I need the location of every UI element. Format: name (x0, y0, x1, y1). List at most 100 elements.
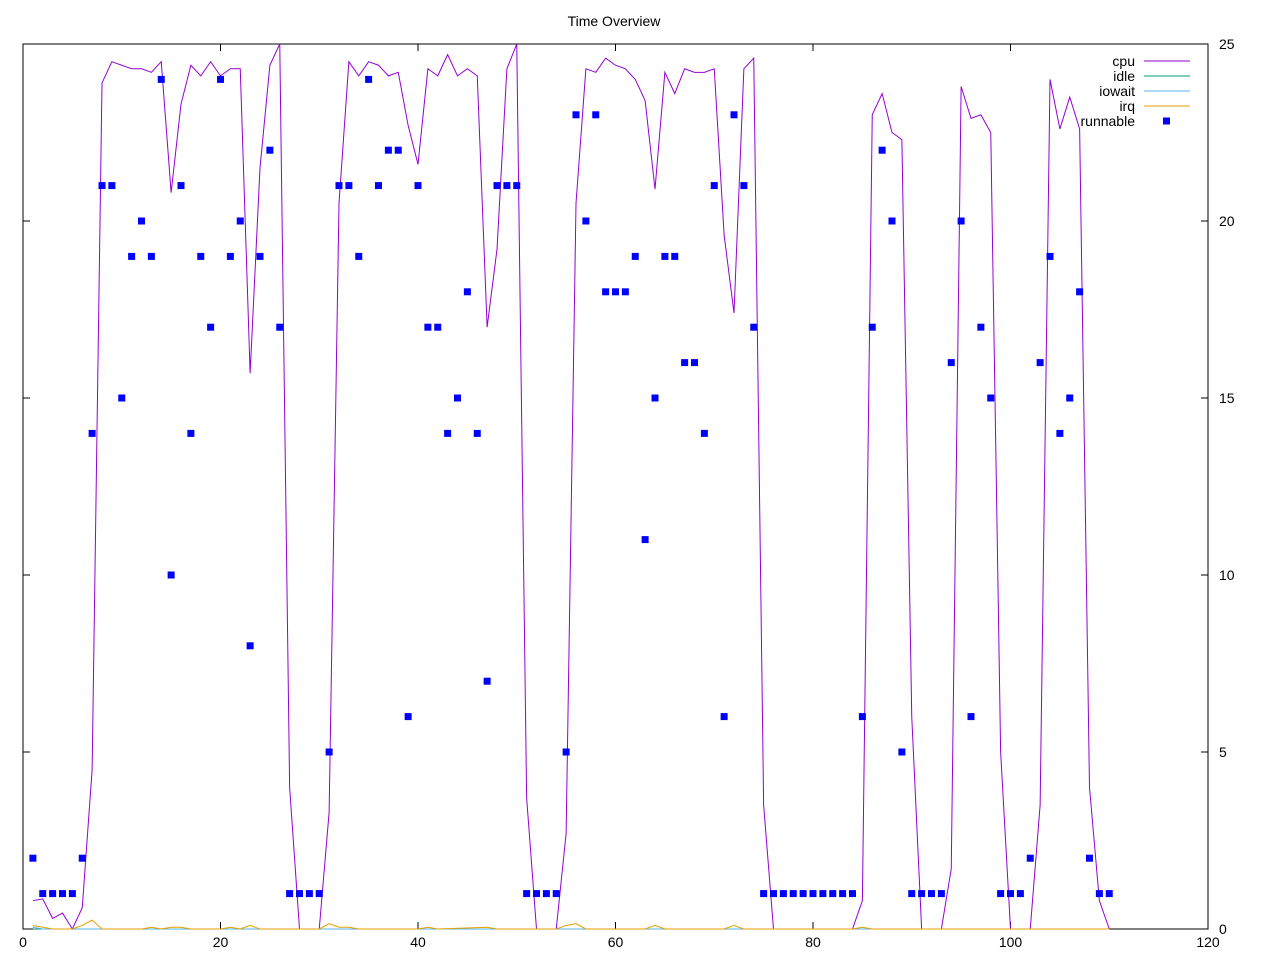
point-runnable (937, 890, 945, 898)
point-runnable (138, 217, 145, 225)
point-runnable (503, 182, 511, 190)
point-runnable (710, 182, 718, 190)
point-runnable (533, 890, 540, 898)
point-runnable (592, 111, 600, 119)
point-runnable (355, 252, 363, 260)
x-tick-label: 0 (19, 934, 27, 950)
point-runnable (918, 890, 926, 898)
point-runnable (296, 890, 303, 898)
legend-label-idle: idle (1113, 68, 1135, 84)
y-tick-label: 15 (1219, 390, 1235, 406)
x-tick-label: 80 (805, 934, 821, 950)
point-runnable (207, 323, 215, 331)
point-runnable (473, 429, 481, 437)
point-runnable (957, 217, 965, 225)
point-runnable (493, 182, 501, 190)
point-runnable (720, 713, 728, 721)
point-runnable (908, 890, 916, 898)
point-runnable (868, 323, 876, 331)
point-runnable (39, 890, 47, 898)
point-runnable (424, 323, 432, 331)
point-runnable (829, 890, 837, 898)
point-runnable (849, 890, 856, 898)
point-runnable (375, 182, 382, 190)
point-runnable (266, 146, 274, 154)
point-runnable (384, 146, 392, 154)
point-runnable (325, 748, 333, 756)
point-runnable (700, 429, 708, 437)
point-runnable (286, 890, 294, 898)
point-runnable (928, 890, 935, 898)
point-runnable (463, 288, 471, 296)
point-runnable (621, 288, 629, 296)
legend-label-cpu: cpu (1112, 53, 1135, 69)
point-runnable (552, 890, 560, 898)
point-runnable (68, 890, 76, 898)
point-runnable (49, 890, 57, 898)
point-runnable (128, 252, 136, 260)
point-runnable (483, 677, 491, 685)
point-runnable (1086, 854, 1093, 862)
x-tick-label: 120 (1196, 934, 1220, 950)
legend-label-iowait: iowait (1099, 83, 1135, 99)
point-runnable (1026, 854, 1034, 862)
y-tick-label: 25 (1219, 36, 1235, 52)
series-line-cpu (32, 43, 1110, 931)
point-runnable (661, 252, 669, 260)
point-runnable (987, 394, 995, 402)
point-runnable (1076, 288, 1084, 296)
point-runnable (888, 217, 896, 225)
point-runnable (98, 182, 106, 190)
point-runnable (315, 890, 323, 898)
point-runnable (631, 252, 639, 260)
point-runnable (29, 854, 37, 862)
point-runnable (799, 890, 807, 898)
y-tick-label: 5 (1219, 744, 1227, 760)
x-tick-label: 20 (213, 934, 229, 950)
point-runnable (1046, 252, 1054, 260)
x-tick-label: 100 (999, 934, 1023, 950)
point-runnable (1066, 394, 1074, 402)
point-runnable (819, 890, 827, 898)
legend-label-irq: irq (1119, 98, 1135, 114)
point-runnable (542, 890, 550, 898)
point-runnable (809, 890, 817, 898)
point-runnable (839, 890, 847, 898)
point-runnable (147, 252, 155, 260)
legend-swatch-runnable (1163, 117, 1170, 125)
point-runnable (651, 394, 659, 402)
point-runnable (641, 536, 649, 544)
point-runnable (246, 642, 254, 650)
point-runnable (256, 252, 264, 260)
point-runnable (434, 323, 442, 331)
point-runnable (602, 288, 610, 296)
point-runnable (789, 890, 797, 898)
point-runnable (513, 182, 521, 190)
point-runnable (444, 429, 452, 437)
point-runnable (276, 323, 284, 331)
point-runnable (335, 182, 343, 190)
x-tick-label: 60 (608, 934, 624, 950)
point-runnable (1105, 890, 1113, 898)
point-runnable (345, 182, 353, 190)
point-runnable (177, 182, 185, 190)
point-runnable (858, 713, 866, 721)
series-line-irq (32, 919, 1110, 930)
point-runnable (779, 890, 787, 898)
point-runnable (1056, 429, 1064, 437)
point-runnable (454, 394, 461, 402)
point-runnable (78, 854, 86, 862)
point-runnable (671, 252, 679, 260)
point-runnable (1036, 359, 1044, 367)
point-runnable (898, 748, 906, 756)
point-runnable (878, 146, 886, 154)
point-runnable (947, 359, 955, 367)
point-runnable (217, 75, 224, 83)
point-runnable (108, 182, 116, 190)
point-runnable (997, 890, 1005, 898)
point-runnable (236, 217, 244, 225)
point-runnable (760, 890, 768, 898)
